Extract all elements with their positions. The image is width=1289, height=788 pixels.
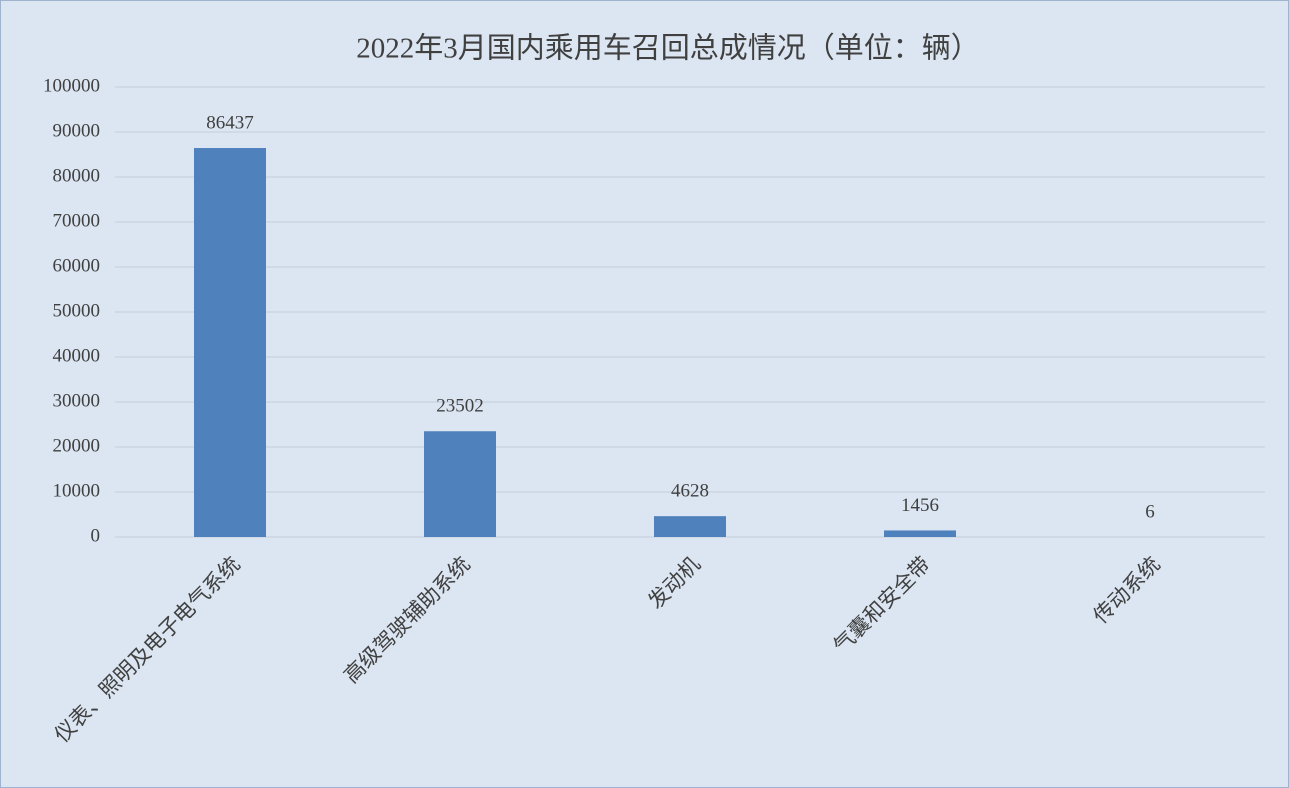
value-label: 4628 — [671, 481, 709, 502]
y-tick-label: 70000 — [53, 210, 101, 231]
value-label: 86437 — [206, 112, 254, 133]
bar — [884, 530, 956, 537]
y-tick-label: 0 — [91, 525, 101, 546]
y-tick-label: 10000 — [53, 480, 101, 501]
y-tick-label: 40000 — [53, 345, 101, 366]
y-tick-label: 30000 — [53, 390, 101, 411]
y-tick-label: 80000 — [53, 165, 101, 186]
bar — [424, 431, 496, 537]
chart-title: 2022年3月国内乘用车召回总成情况（单位：辆） — [356, 32, 980, 65]
bar — [194, 148, 266, 537]
y-tick-label: 60000 — [53, 255, 101, 276]
y-tick-label: 50000 — [53, 300, 101, 321]
y-tick-label: 100000 — [43, 75, 100, 96]
y-tick-label: 20000 — [53, 435, 101, 456]
bar — [654, 516, 726, 537]
value-label: 23502 — [436, 396, 484, 417]
value-label: 1456 — [901, 495, 939, 516]
y-tick-label: 90000 — [53, 120, 101, 141]
value-label: 6 — [1145, 501, 1155, 522]
